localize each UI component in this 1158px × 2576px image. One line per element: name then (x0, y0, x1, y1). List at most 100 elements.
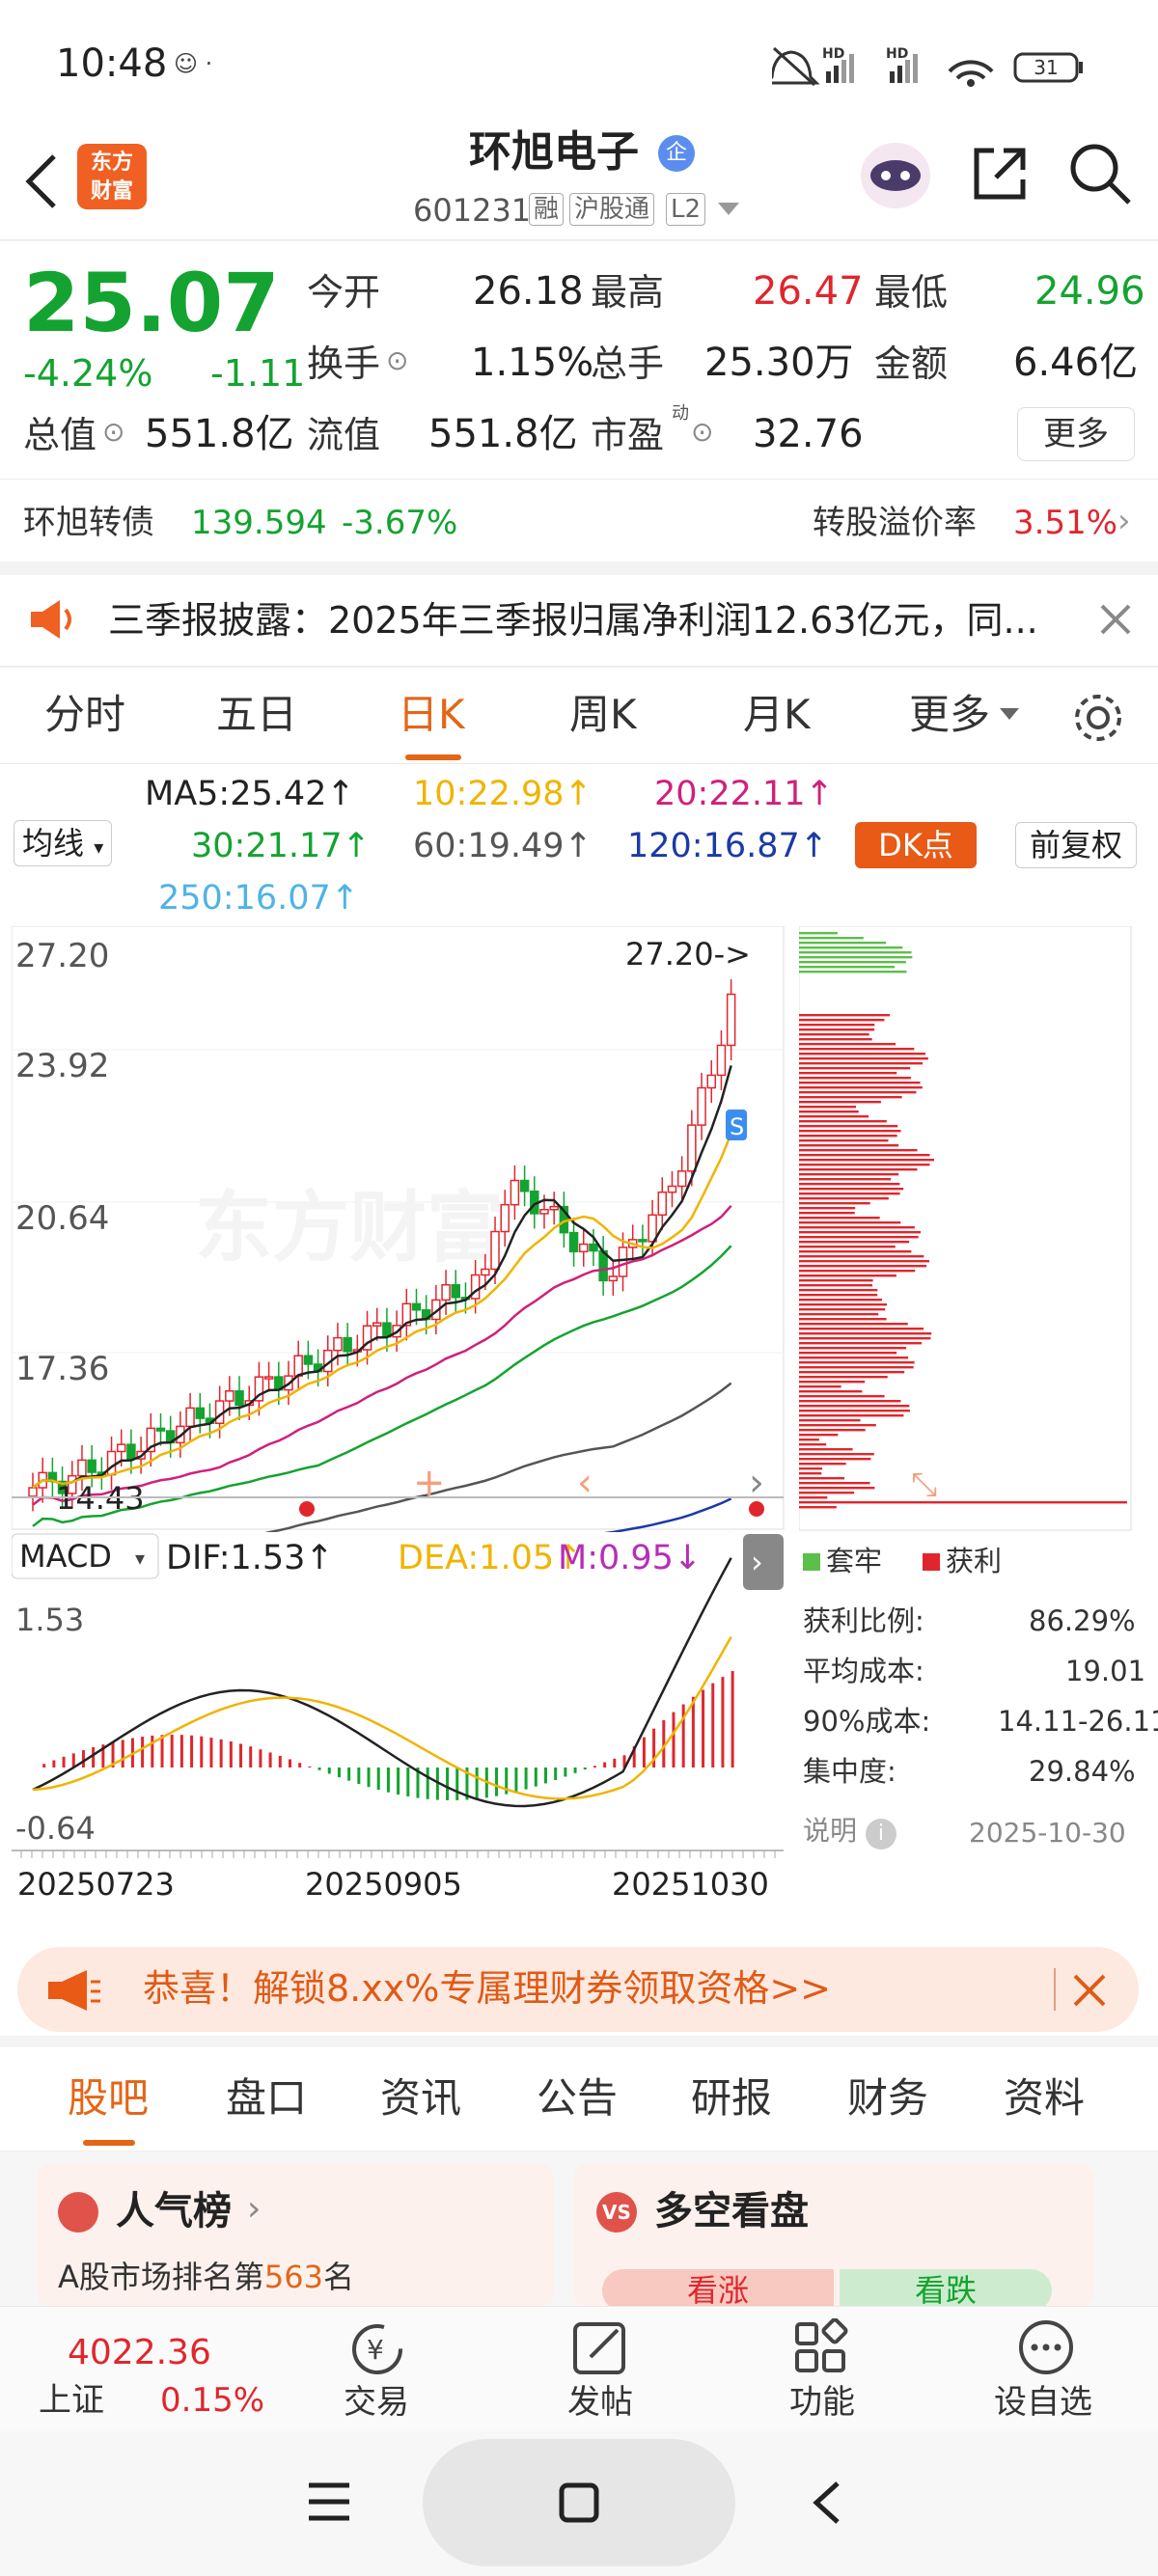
duokong-card[interactable]: VS 多空看盘 看涨 看跌 (573, 2163, 1094, 2312)
chip-bar (799, 1352, 897, 1355)
tab-news[interactable]: 资讯 (380, 2074, 462, 2122)
chip-bar (799, 951, 912, 954)
home-pill[interactable] (423, 2439, 735, 2566)
info-icon[interactable]: ⊙ (386, 344, 409, 376)
tab-more[interactable]: 更多 (909, 691, 991, 738)
macd-bar (691, 1696, 695, 1768)
chip-bar (799, 1183, 900, 1186)
back-icon[interactable] (811, 2480, 843, 2526)
chip-bar (799, 1318, 887, 1321)
popular-card[interactable]: 人气榜 › A股市场排名第563名 (37, 2163, 554, 2308)
divider (0, 666, 1158, 668)
tab-pankou[interactable]: 盘口 (226, 2074, 308, 2122)
macd-bar (662, 1719, 666, 1768)
edit-icon[interactable] (569, 2318, 631, 2378)
chip-bar (799, 1424, 876, 1427)
tab-announcements[interactable]: 公告 (537, 2074, 619, 2122)
chip-bar (799, 1231, 922, 1234)
vs-icon: VS (596, 2192, 637, 2233)
close-icon[interactable] (1071, 1972, 1108, 2009)
bond-pct: -3.67% (342, 504, 458, 542)
kline-chart[interactable]: 东方财富 27.20 23.92 20.64 17.36 27.20-> 14.… (12, 926, 786, 1930)
macd-bar (435, 1768, 439, 1800)
chip-bar (799, 1207, 856, 1210)
svg-text:▾: ▾ (135, 1547, 145, 1570)
tab-daily-k[interactable]: 日K (398, 691, 465, 738)
high-label: 最高 (591, 271, 665, 314)
tab-profile[interactable]: 资料 (1004, 2074, 1086, 2122)
index-name[interactable]: 上证 (39, 2381, 104, 2420)
chip-bar (799, 1255, 924, 1258)
tab-timeshare[interactable]: 分时 (44, 691, 126, 738)
info-icon[interactable]: ⊙ (691, 416, 714, 448)
scroll-left-icon: ‹ (577, 1461, 593, 1505)
grid-icon[interactable] (791, 2318, 853, 2378)
macd-bar (446, 1768, 450, 1800)
robot-assistant-icon[interactable] (857, 137, 934, 212)
ma-selector[interactable]: 均线 ▾ (14, 820, 113, 866)
more-dots-icon[interactable] (1015, 2318, 1077, 2378)
nav-add-watchlist[interactable]: 设自选 (994, 2383, 1092, 2422)
tab-research[interactable]: 研报 (691, 2074, 773, 2122)
chip-bar (799, 1279, 873, 1282)
amount-label: 金额 (874, 343, 949, 385)
chip-bar (799, 961, 906, 964)
chip-bar (799, 1048, 915, 1051)
profit-ratio-label: 获利比例: (803, 1604, 924, 1637)
candle (372, 1307, 382, 1341)
mcap-value: 551.8亿 (145, 412, 294, 456)
menu-icon[interactable] (307, 2481, 351, 2522)
more-button[interactable]: 更多 (1017, 407, 1135, 461)
tab-fiveday[interactable]: 五日 (216, 691, 298, 738)
promo-banner[interactable]: 恭喜！解锁8.xx%专属理财券领取资格>> (17, 1947, 1139, 2032)
chip-bar (799, 1038, 872, 1041)
candle (579, 1229, 589, 1267)
chip-bar (799, 1419, 861, 1422)
nav-function[interactable]: 功能 (789, 2383, 855, 2422)
macd-bar (397, 1768, 400, 1795)
note-link[interactable]: 说明 i (803, 1818, 896, 1850)
ma-line (32, 1133, 732, 1490)
tab-guba[interactable]: 股吧 (68, 2074, 150, 2122)
stock-name: 环旭电子 (469, 127, 639, 177)
macd-bar (642, 1737, 646, 1768)
share-icon[interactable] (969, 143, 1031, 205)
macd-bar (121, 1740, 124, 1768)
tab-finance[interactable]: 财务 (847, 2074, 929, 2122)
bond-row[interactable]: 环旭转债 139.594 -3.67% 转股溢价率 3.51% › (0, 479, 1158, 562)
date-label: 20250905 (305, 1866, 462, 1903)
chip-distribution[interactable]: ⤡ (799, 926, 1133, 1532)
tab-weekly-k[interactable]: 周K (569, 691, 637, 738)
dk-button[interactable]: DK点 (855, 822, 977, 868)
macd-bar (376, 1768, 380, 1791)
close-icon[interactable] (1096, 600, 1135, 639)
gear-icon[interactable] (1071, 691, 1125, 745)
home-icon[interactable] (558, 2481, 600, 2524)
index-value[interactable]: 4022.36 (68, 2333, 211, 2372)
candle (155, 1412, 166, 1446)
info-icon[interactable]: ⊙ (102, 416, 125, 448)
tab-indicator (405, 754, 461, 760)
info-icon: i (865, 1819, 896, 1850)
chip-bar (799, 932, 838, 935)
dea-line (32, 1636, 732, 1800)
chip-bar (799, 1265, 927, 1268)
tab-monthly-k[interactable]: 月K (743, 691, 811, 738)
trade-icon[interactable]: ¥ (345, 2320, 409, 2378)
chip-bar (799, 1197, 889, 1200)
ma-line (32, 1204, 732, 1506)
nav-trade[interactable]: 交易 (344, 2383, 409, 2422)
search-icon[interactable] (1067, 141, 1133, 206)
nav-post[interactable]: 发帖 (567, 2383, 633, 2422)
macd-bar (455, 1768, 459, 1800)
adjust-button[interactable]: 前复权 (1015, 822, 1137, 868)
divider (0, 562, 1158, 575)
bullish-button[interactable]: 看涨 (602, 2269, 834, 2312)
macd-bar (92, 1746, 96, 1768)
chevron-down-icon[interactable] (718, 203, 739, 216)
bearish-button[interactable]: 看跌 (840, 2269, 1052, 2312)
tag-margin: 融 (529, 193, 565, 226)
back-icon[interactable] (21, 152, 60, 210)
index-pct[interactable]: 0.15% (160, 2381, 265, 2420)
notice-bar[interactable]: 三季报披露：2025年三季报归属净利润12.63亿元，同... (0, 575, 1158, 668)
